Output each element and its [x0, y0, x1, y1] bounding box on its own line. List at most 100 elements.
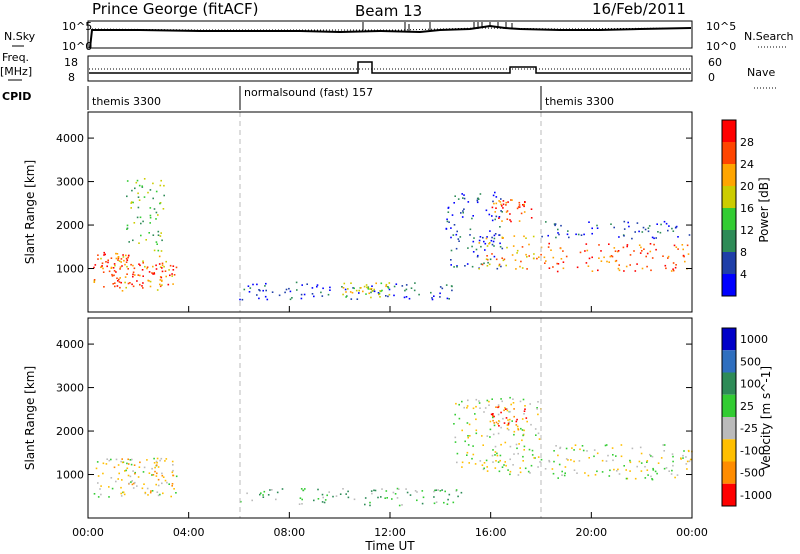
heatmap-cell: [483, 240, 485, 243]
heatmap-cell: [153, 462, 156, 464]
heatmap-cell: [129, 475, 132, 478]
heatmap-cell: [547, 246, 550, 248]
heatmap-cell: [581, 445, 584, 447]
heatmap-cell: [506, 218, 509, 220]
heatmap-cell: [374, 489, 377, 492]
heatmap-cell: [522, 460, 524, 462]
heatmap-cell: [505, 204, 507, 206]
heatmap-cell: [172, 265, 175, 267]
heatmap-cell: [488, 400, 490, 403]
heatmap-cell: [421, 502, 424, 505]
heatmap-cell: [158, 255, 161, 258]
heatmap-cell: [153, 249, 156, 252]
heatmap-cell: [173, 274, 176, 276]
heatmap-cell: [537, 456, 540, 458]
heatmap-cell: [506, 424, 509, 426]
heatmap-cell: [568, 236, 570, 239]
heatmap-cell: [142, 260, 144, 262]
heatmap-cell: [132, 487, 135, 489]
heatmap-cell: [574, 444, 577, 446]
heatmap-cell: [116, 277, 118, 280]
heatmap-cell: [646, 252, 649, 255]
heatmap-cell: [489, 436, 491, 438]
colorbar-tick-label: 25: [740, 400, 754, 413]
heatmap-cell: [285, 288, 288, 291]
colorbar-tick-label: -100: [740, 444, 765, 457]
heatmap-cell: [121, 265, 123, 267]
heatmap-cell: [513, 408, 515, 410]
heatmap-cell: [106, 265, 108, 268]
heatmap-cell: [506, 409, 509, 412]
heatmap-cell: [469, 435, 471, 437]
heatmap-cell: [378, 293, 380, 296]
heatmap-cell: [347, 490, 349, 493]
heatmap-cell: [674, 476, 676, 479]
heatmap-cell: [301, 498, 303, 501]
heatmap-cell: [117, 259, 119, 261]
x-tick-label: 12:00: [374, 526, 406, 539]
heatmap-cell: [103, 251, 105, 254]
heatmap-cell: [120, 258, 123, 260]
heatmap-cell: [171, 483, 174, 485]
heatmap-cell: [495, 421, 498, 424]
heatmap-cell: [562, 261, 565, 263]
heatmap-cell: [496, 267, 499, 270]
heatmap-cell: [672, 230, 675, 232]
heatmap-cell: [506, 427, 509, 430]
heatmap-cell: [128, 482, 131, 485]
heatmap-cell: [512, 464, 514, 466]
heatmap-cell: [406, 491, 409, 494]
velocity-heatmap: [93, 396, 693, 507]
heatmap-cell: [137, 476, 140, 478]
heatmap-cell: [513, 430, 516, 433]
heatmap-cell: [395, 283, 398, 285]
heatmap-cell: [476, 199, 479, 202]
heatmap-cell: [169, 264, 172, 267]
heatmap-cell: [634, 477, 637, 480]
heatmap-cell: [381, 488, 383, 490]
heatmap-cell: [457, 238, 460, 240]
colorbar-swatch: [722, 439, 736, 462]
heatmap-cell: [93, 281, 96, 283]
heatmap-cell: [243, 288, 246, 291]
heatmap-cell: [163, 184, 165, 187]
heatmap-cell: [431, 298, 434, 301]
heatmap-cell: [477, 197, 479, 200]
heatmap-cell: [507, 201, 509, 203]
heatmap-cell: [148, 271, 151, 273]
x-tick-label: 16:00: [475, 526, 507, 539]
heatmap-cell: [523, 445, 526, 448]
heatmap-cell: [421, 490, 424, 492]
heatmap-cell: [663, 467, 666, 470]
heatmap-cell: [459, 236, 462, 238]
heatmap-cell: [480, 263, 483, 265]
heatmap-cell: [345, 296, 347, 298]
heatmap-cell: [422, 496, 425, 499]
heatmap-cell: [554, 223, 557, 225]
heatmap-cell: [646, 265, 648, 268]
heatmap-cell: [256, 294, 258, 296]
heatmap-cell: [394, 493, 397, 495]
heatmap-cell: [258, 297, 260, 300]
heatmap-cell: [126, 180, 129, 182]
heatmap-cell: [456, 230, 458, 233]
heatmap-cell: [617, 250, 620, 252]
heatmap-cell: [363, 285, 366, 288]
heatmap-cell: [148, 232, 150, 234]
heatmap-cell: [94, 264, 97, 266]
heatmap-cell: [623, 228, 626, 230]
heatmap-cell: [127, 268, 129, 270]
heatmap-cell: [500, 443, 502, 446]
heatmap-cell: [457, 198, 460, 200]
heatmap-cell: [346, 295, 348, 297]
heatmap-cell: [515, 420, 518, 423]
noise-sky-line: [89, 24, 692, 49]
heatmap-cell: [629, 461, 632, 464]
heatmap-cell: [539, 461, 541, 463]
heatmap-cell: [511, 199, 513, 201]
heatmap-cell: [405, 296, 408, 298]
heatmap-cell: [477, 254, 479, 257]
heatmap-cell: [463, 197, 466, 200]
heatmap-cell: [152, 474, 155, 476]
heatmap-cell: [651, 257, 654, 259]
